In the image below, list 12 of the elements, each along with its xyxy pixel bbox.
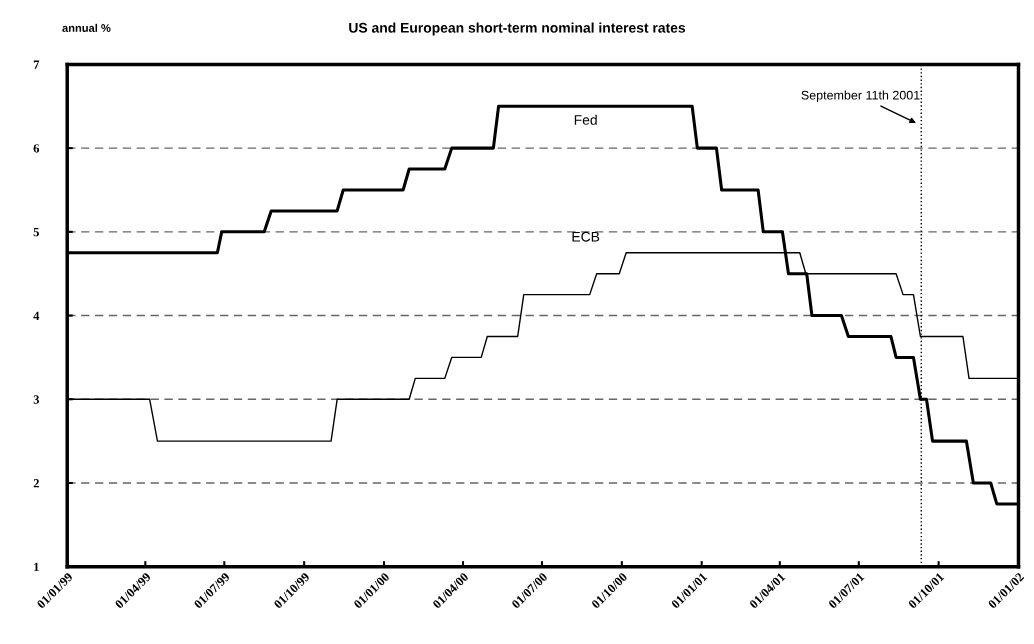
series-label: Fed <box>574 114 597 125</box>
y-tick-label: 7 <box>33 60 40 69</box>
y-axis-title: annual % <box>62 23 111 32</box>
ref-line-label: September 11th 2001 <box>801 90 920 103</box>
y-tick-label: 3 <box>33 395 39 404</box>
text: ECB <box>572 231 600 242</box>
y-tick-label: 2 <box>33 479 39 488</box>
y-tick-label: 4 <box>33 311 40 320</box>
y-tick-label: 1 <box>34 562 39 572</box>
y-tick-label: 6 <box>33 144 40 153</box>
chart-title: US and European short-term nominal interest rates <box>349 22 686 36</box>
y-tick-label: 5 <box>33 227 39 237</box>
